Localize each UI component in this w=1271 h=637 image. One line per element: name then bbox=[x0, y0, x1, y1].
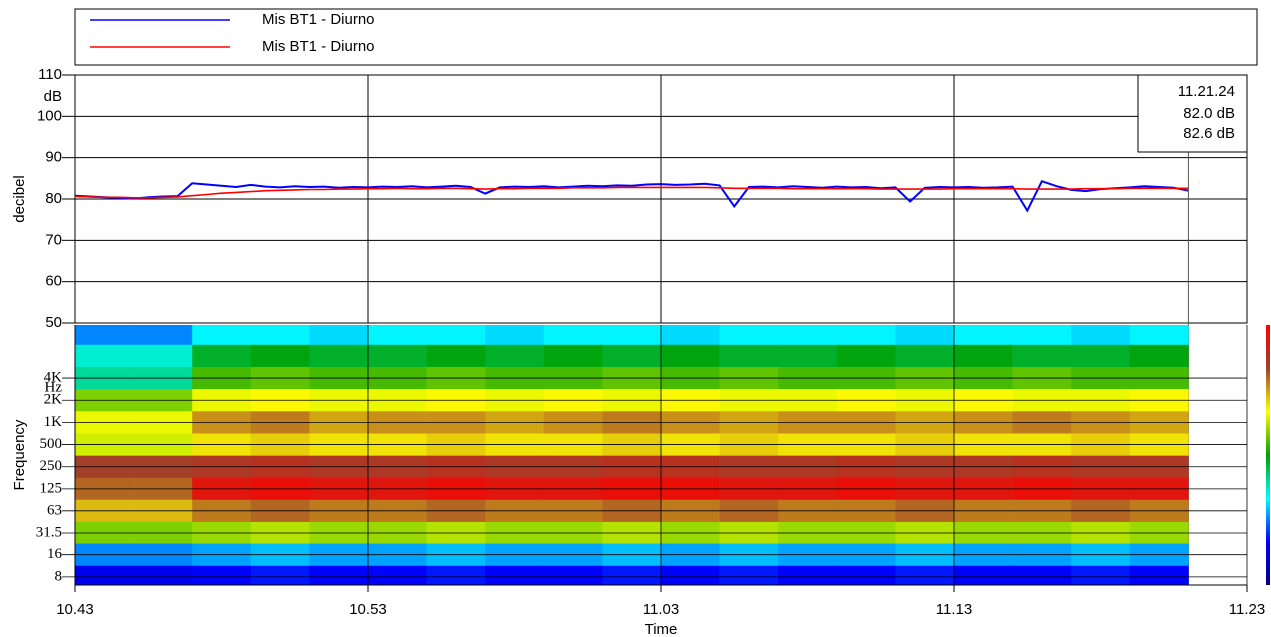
heat-cell bbox=[895, 344, 955, 368]
heat-cell bbox=[485, 344, 545, 368]
heat-cell bbox=[192, 325, 252, 346]
heat-cell bbox=[485, 565, 545, 586]
y-tick-label: 2K bbox=[44, 392, 63, 408]
y-tick-label: 4K bbox=[44, 369, 63, 385]
heat-cell bbox=[836, 344, 896, 368]
heat-cell bbox=[661, 565, 720, 586]
heat-cell bbox=[1071, 325, 1131, 346]
heat-cell bbox=[485, 325, 545, 346]
heat-cell bbox=[719, 325, 779, 346]
heat-cell bbox=[133, 325, 193, 346]
heat-cell bbox=[368, 565, 427, 586]
legend-label: Mis BT1 - Diurno bbox=[262, 38, 375, 55]
y-tick-label: 63 bbox=[47, 502, 62, 518]
heat-cell bbox=[778, 565, 838, 586]
heat-cell bbox=[661, 325, 720, 346]
y-tick-label: 31.5 bbox=[36, 524, 62, 540]
y-unit: dB bbox=[44, 88, 62, 105]
y-tick-label: 70 bbox=[45, 231, 62, 248]
y-tick-label: 90 bbox=[45, 149, 62, 166]
heat-cell bbox=[1129, 325, 1189, 346]
heat-cell bbox=[133, 565, 193, 586]
heat-cell bbox=[1071, 565, 1131, 586]
heat-cell bbox=[250, 344, 310, 368]
y-tick-label: 8 bbox=[55, 568, 63, 584]
y-tick-label: 80 bbox=[45, 190, 62, 207]
y-tick-label: 60 bbox=[45, 273, 62, 290]
heat-cell bbox=[602, 344, 662, 368]
y-axis-title: Frequency bbox=[11, 419, 28, 490]
heat-cell bbox=[543, 344, 603, 368]
y-tick-label: 125 bbox=[40, 480, 63, 496]
colorbar bbox=[1266, 325, 1270, 585]
heat-cell bbox=[1129, 565, 1189, 586]
plot-frame bbox=[74, 74, 1248, 324]
heat-cell bbox=[309, 565, 369, 586]
heat-cell bbox=[1012, 344, 1072, 368]
x-tick-label: 11.13 bbox=[936, 601, 972, 618]
x-axis-title: Time bbox=[645, 621, 678, 637]
heat-cell bbox=[836, 325, 896, 346]
heat-cell bbox=[426, 565, 486, 586]
heat-cell bbox=[895, 325, 955, 346]
heat-cell bbox=[1129, 344, 1189, 368]
heat-cell bbox=[954, 344, 1013, 368]
heat-cell bbox=[543, 565, 603, 586]
y-tick-label: 110 bbox=[38, 66, 62, 83]
cursor-value: 82.6 dB bbox=[1183, 125, 1235, 142]
cursor-value: 82.0 dB bbox=[1183, 105, 1235, 122]
y-tick-label: 100 bbox=[37, 107, 62, 124]
heat-cell bbox=[661, 344, 720, 368]
legend-box bbox=[74, 8, 1258, 66]
x-tick-label: 11.23 bbox=[1229, 601, 1265, 618]
y-tick-label: 250 bbox=[40, 458, 63, 474]
heat-cell bbox=[368, 325, 427, 346]
cursor-box bbox=[1137, 74, 1248, 153]
y-tick-label: 1K bbox=[44, 414, 63, 430]
heat-cell bbox=[602, 325, 662, 346]
y-tick-label: 500 bbox=[40, 436, 63, 452]
y-tick-label: 50 bbox=[45, 314, 62, 331]
heat-cell bbox=[426, 344, 486, 368]
series-line bbox=[74, 186, 1189, 199]
cursor-time: 11.21.24 bbox=[1178, 83, 1235, 100]
heat-cell bbox=[954, 565, 1013, 586]
heat-cell bbox=[309, 344, 369, 368]
heatmap bbox=[75, 325, 1189, 586]
heat-cell bbox=[778, 344, 838, 368]
heat-cell bbox=[1071, 344, 1131, 368]
heat-cell bbox=[543, 325, 603, 346]
heat-cell bbox=[75, 565, 134, 586]
heat-cell bbox=[250, 325, 310, 346]
heat-cell bbox=[719, 565, 779, 586]
y-axis-title: decibel bbox=[11, 175, 28, 223]
heat-cell bbox=[192, 344, 252, 368]
heat-cell bbox=[954, 325, 1013, 346]
series-line bbox=[74, 179, 1189, 213]
legend-label: Mis BT1 - Diurno bbox=[262, 11, 375, 28]
heat-cell bbox=[426, 325, 486, 346]
heat-cell bbox=[719, 344, 779, 368]
heat-cell bbox=[133, 344, 193, 368]
x-tick-label: 10.43 bbox=[56, 601, 94, 618]
heat-cell bbox=[192, 565, 252, 586]
x-tick-label: 10.53 bbox=[349, 601, 387, 618]
heat-cell bbox=[75, 325, 134, 346]
heat-cell bbox=[836, 565, 896, 586]
heat-cell bbox=[602, 565, 662, 586]
x-tick-label: 11.03 bbox=[643, 601, 679, 618]
heat-cell bbox=[309, 325, 369, 346]
heat-cell bbox=[1012, 325, 1072, 346]
y-tick-label: 16 bbox=[47, 546, 63, 562]
heat-cell bbox=[1012, 565, 1072, 586]
heat-cell bbox=[75, 344, 134, 368]
heat-cell bbox=[895, 565, 955, 586]
heat-cell bbox=[250, 565, 310, 586]
y-unit: Hz bbox=[45, 379, 63, 395]
heat-cell bbox=[778, 325, 838, 346]
heat-cell bbox=[368, 344, 427, 368]
